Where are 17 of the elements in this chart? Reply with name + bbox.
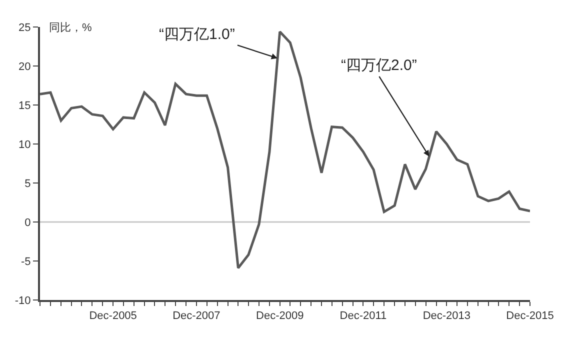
annotation: “四万亿2.0” (341, 57, 417, 74)
y-tick-label: 10 (18, 138, 31, 151)
y-tick-label: -5 (21, 256, 31, 268)
y-tick-label: 0 (24, 216, 31, 229)
x-tick-label: Dec-2013 (422, 310, 471, 322)
y-tick-label: 5 (24, 178, 31, 190)
annotation: “四万亿1.0” (159, 26, 235, 43)
x-tick-label: Dec-2005 (89, 310, 137, 322)
y-axis-title: 同比，% (49, 21, 92, 34)
x-tick-label: Dec-2015 (506, 310, 554, 322)
x-tick-label: Dec-2007 (172, 310, 220, 322)
y-tick-label: -10 (14, 294, 31, 307)
y-tick-label: 15 (18, 100, 31, 112)
y-tick-label: 20 (18, 60, 31, 73)
y-tick-label: 25 (18, 22, 31, 34)
x-tick-label: Dec-2009 (256, 310, 304, 322)
x-tick-label: Dec-2011 (340, 310, 387, 322)
